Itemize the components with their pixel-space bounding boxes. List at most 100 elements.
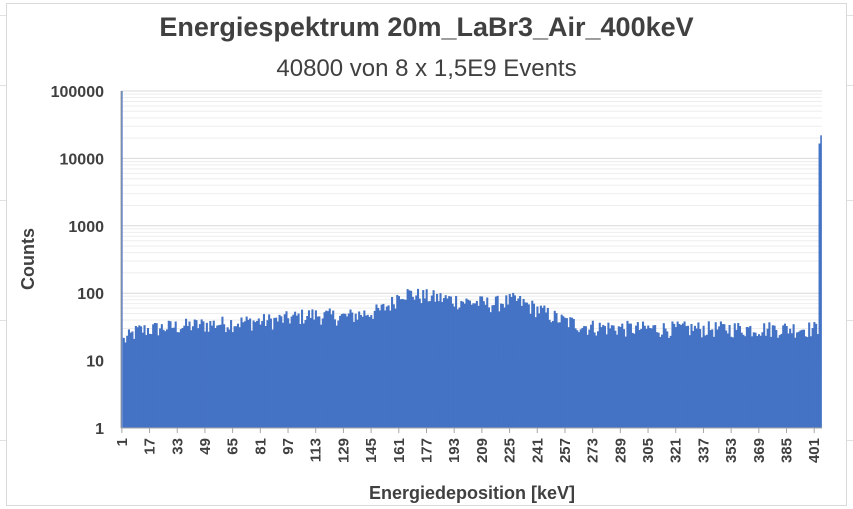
histogram-bar[interactable] (728, 324, 731, 428)
histogram-bar[interactable] (448, 296, 451, 428)
histogram-bar[interactable] (716, 329, 719, 428)
histogram-bar[interactable] (385, 306, 388, 428)
histogram-bar[interactable] (645, 328, 648, 428)
histogram-bar[interactable] (198, 324, 201, 428)
histogram-bar[interactable] (245, 316, 248, 428)
histogram-bar[interactable] (481, 296, 484, 428)
histogram-bar[interactable] (763, 323, 766, 428)
histogram-bar[interactable] (482, 301, 485, 428)
histogram-bar[interactable] (581, 327, 584, 428)
histogram-bar[interactable] (333, 319, 336, 428)
histogram-bar[interactable] (661, 334, 664, 428)
histogram-bar[interactable] (463, 303, 466, 428)
histogram-bar[interactable] (757, 334, 761, 428)
histogram-bar[interactable] (441, 301, 444, 428)
histogram-bar[interactable] (430, 295, 433, 428)
histogram-bar[interactable] (555, 313, 558, 428)
histogram-bar[interactable] (697, 322, 700, 428)
histogram-bar[interactable] (157, 335, 160, 428)
histogram-bar[interactable] (655, 332, 658, 428)
histogram-bar[interactable] (780, 333, 783, 428)
histogram-bar[interactable] (214, 328, 217, 428)
histogram-bar[interactable] (233, 326, 236, 428)
histogram-bar[interactable] (468, 300, 471, 428)
histogram-bar[interactable] (520, 305, 523, 428)
histogram-bar[interactable] (486, 297, 489, 428)
histogram-bar[interactable] (382, 303, 385, 428)
histogram-bar[interactable] (768, 322, 771, 428)
histogram-bar[interactable] (415, 295, 418, 428)
histogram-bar[interactable] (467, 299, 470, 428)
histogram-bar[interactable] (673, 323, 676, 428)
histogram-bar[interactable] (752, 332, 755, 428)
histogram-bar[interactable] (770, 336, 773, 428)
histogram-bar[interactable] (202, 321, 205, 428)
histogram-bar[interactable] (226, 327, 229, 428)
histogram-bar[interactable] (129, 332, 132, 428)
histogram-bar[interactable] (269, 318, 272, 428)
histogram-bar[interactable] (389, 310, 392, 428)
histogram-bar[interactable] (399, 299, 402, 428)
histogram-bar[interactable] (567, 327, 570, 428)
histogram-bar[interactable] (216, 325, 219, 428)
histogram-bar[interactable] (745, 326, 748, 428)
histogram-bar[interactable] (167, 320, 170, 428)
histogram-bar[interactable] (557, 322, 560, 428)
histogram-bar[interactable] (470, 304, 473, 428)
histogram-bar[interactable] (380, 304, 383, 428)
histogram-bar[interactable] (787, 333, 790, 428)
histogram-bar[interactable] (531, 300, 534, 428)
histogram-bar[interactable] (164, 331, 167, 428)
histogram-bar[interactable] (181, 327, 184, 428)
histogram-bar[interactable] (621, 323, 624, 428)
histogram-bar[interactable] (271, 329, 274, 428)
histogram-bar[interactable] (262, 314, 266, 428)
histogram-bar[interactable] (188, 321, 191, 428)
histogram-bar[interactable] (146, 328, 150, 428)
histogram-bar[interactable] (411, 296, 414, 428)
histogram-bar[interactable] (378, 310, 381, 428)
histogram-bar[interactable] (702, 325, 705, 428)
histogram-bar[interactable] (685, 326, 688, 428)
histogram-bar[interactable] (240, 317, 243, 428)
histogram-bar[interactable] (349, 309, 352, 428)
histogram-bar[interactable] (813, 322, 816, 428)
histogram-bar[interactable] (302, 323, 305, 428)
histogram-bar[interactable] (733, 323, 736, 428)
histogram-bar[interactable] (678, 323, 681, 428)
histogram-bar[interactable] (377, 307, 380, 428)
histogram-bar[interactable] (614, 330, 617, 428)
histogram-bar[interactable] (121, 91, 123, 428)
histogram-bar[interactable] (565, 318, 568, 428)
histogram-bar[interactable] (354, 313, 357, 428)
histogram-bar[interactable] (737, 323, 740, 428)
histogram-bar[interactable] (560, 314, 563, 428)
histogram-bar[interactable] (501, 303, 504, 428)
histogram-bar[interactable] (436, 293, 439, 428)
histogram-bar[interactable] (366, 314, 369, 428)
histogram-bar[interactable] (782, 325, 785, 428)
histogram-bar[interactable] (674, 327, 677, 428)
histogram-bar[interactable] (134, 326, 137, 428)
histogram-bar[interactable] (690, 323, 693, 428)
histogram-bar[interactable] (593, 332, 596, 428)
histogram-bar[interactable] (475, 300, 478, 428)
histogram-bar[interactable] (529, 313, 532, 428)
histogram-bar[interactable] (292, 314, 295, 428)
histogram-bar[interactable] (666, 331, 669, 428)
histogram-bar[interactable] (439, 293, 442, 428)
histogram-bar[interactable] (145, 335, 148, 428)
histogram-bar[interactable] (636, 322, 639, 428)
histogram-bar[interactable] (397, 296, 401, 428)
histogram-bar[interactable] (695, 328, 698, 428)
histogram-bar[interactable] (153, 322, 156, 428)
histogram-bar[interactable] (143, 325, 146, 428)
histogram-bar[interactable] (577, 332, 581, 428)
histogram-bar[interactable] (635, 325, 638, 428)
histogram-bar[interactable] (238, 327, 241, 428)
histogram-bar[interactable] (548, 319, 551, 428)
histogram-bar[interactable] (126, 335, 129, 428)
histogram-bar[interactable] (524, 302, 527, 428)
histogram-bar[interactable] (539, 305, 542, 428)
histogram-bar[interactable] (638, 330, 641, 428)
